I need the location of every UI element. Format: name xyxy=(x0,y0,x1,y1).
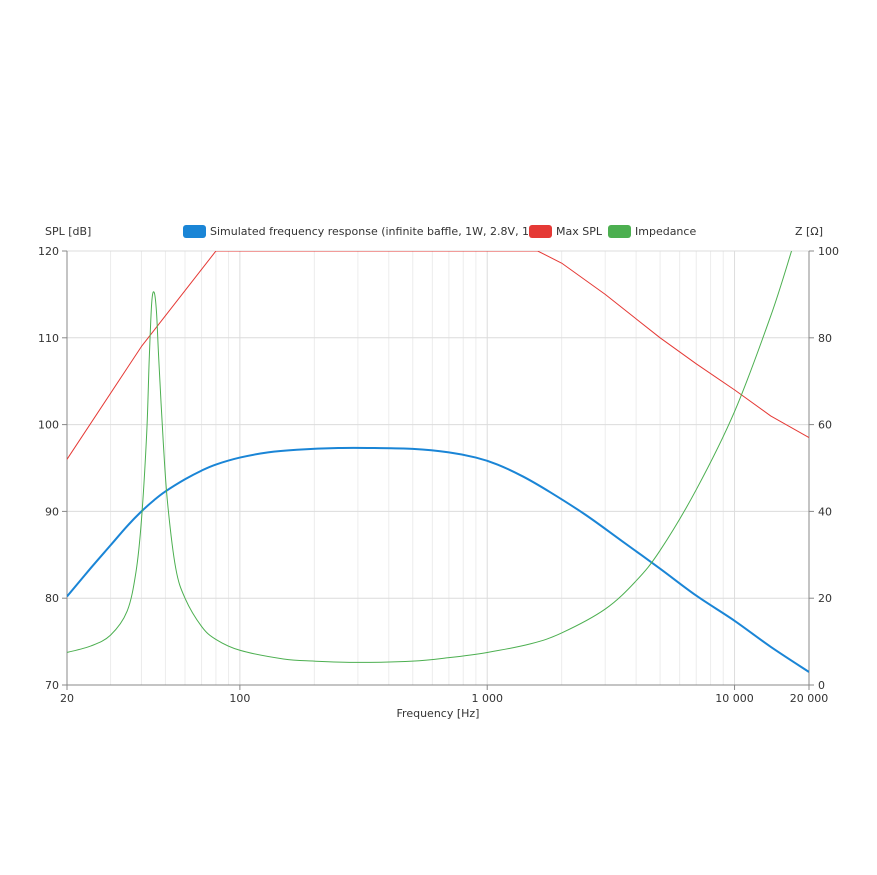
legend: Simulated frequency response (infinite b… xyxy=(183,225,696,238)
series-lines xyxy=(67,251,809,673)
y-left-tick-label: 120 xyxy=(38,245,59,258)
ticks: 20 100 1 000 10 000 20 000 70 80 90 100 110 120 0 20… xyxy=(38,245,839,705)
legend-label-max-spl: Max SPL xyxy=(556,225,603,238)
y-axis-right-label: Z [Ω] xyxy=(795,225,823,238)
y-right-tick-label: 60 xyxy=(818,419,832,432)
y-left-tick-label: 100 xyxy=(38,419,59,432)
legend-item-max-spl[interactable]: Max SPL xyxy=(529,225,603,238)
legend-swatch-impedance xyxy=(608,225,631,238)
legend-swatch-max-spl xyxy=(529,225,552,238)
y-right-tick-label: 0 xyxy=(818,679,825,692)
x-tick-label: 20 000 xyxy=(790,692,829,705)
y-right-tick-label: 20 xyxy=(818,592,832,605)
impedance-line xyxy=(67,251,793,663)
y-axis-left-label: SPL [dB] xyxy=(45,225,91,238)
y-right-tick-label: 40 xyxy=(818,505,832,518)
y-left-tick-label: 110 xyxy=(38,332,59,345)
legend-label-frequency-response: Simulated frequency response (infinite b… xyxy=(210,225,544,238)
grid xyxy=(67,250,809,686)
x-tick-label: 100 xyxy=(229,692,250,705)
legend-label-impedance: Impedance xyxy=(635,225,696,238)
axes xyxy=(66,251,810,686)
legend-item-impedance[interactable]: Impedance xyxy=(608,225,696,238)
x-tick-label: 20 xyxy=(60,692,74,705)
y-left-tick-label: 70 xyxy=(45,679,59,692)
max-spl-line xyxy=(67,251,809,460)
frequency-response-line xyxy=(67,446,809,673)
y-right-tick-label: 80 xyxy=(818,332,832,345)
y-right-tick-label: 100 xyxy=(818,245,839,258)
x-axis-label: Frequency [Hz] xyxy=(397,707,480,720)
x-tick-label: 10 000 xyxy=(715,692,754,705)
legend-swatch-frequency-response xyxy=(183,225,206,238)
y-left-tick-label: 80 xyxy=(45,592,59,605)
y-left-tick-label: 90 xyxy=(45,505,59,518)
legend-item-frequency-response[interactable]: Simulated frequency response (infinite b… xyxy=(183,225,544,238)
x-tick-label: 1 000 xyxy=(471,692,503,705)
